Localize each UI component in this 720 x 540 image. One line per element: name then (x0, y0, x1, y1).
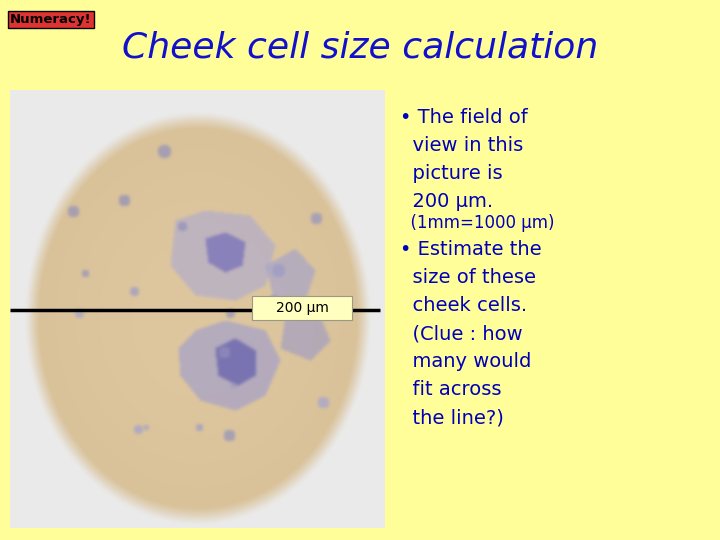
Text: Cheek cell size calculation: Cheek cell size calculation (122, 31, 598, 65)
Text: (Clue : how: (Clue : how (400, 324, 523, 343)
Text: Numeracy!: Numeracy! (10, 13, 91, 26)
Bar (252, 296, 352, 320)
Text: 200 μm: 200 μm (276, 301, 328, 315)
Text: (1mm=1000 μm): (1mm=1000 μm) (400, 214, 554, 232)
Text: cheek cells.: cheek cells. (400, 296, 527, 315)
Text: size of these: size of these (400, 268, 536, 287)
Text: fit across: fit across (400, 380, 502, 399)
Text: many would: many would (400, 352, 531, 371)
Bar (10, 90, 385, 528)
Text: picture is: picture is (400, 164, 503, 183)
Text: • Estimate the: • Estimate the (400, 240, 541, 259)
Text: • The field of: • The field of (400, 108, 528, 127)
Text: 200 μm.: 200 μm. (400, 192, 493, 211)
Text: the line?): the line?) (400, 408, 504, 427)
Text: view in this: view in this (400, 136, 523, 155)
